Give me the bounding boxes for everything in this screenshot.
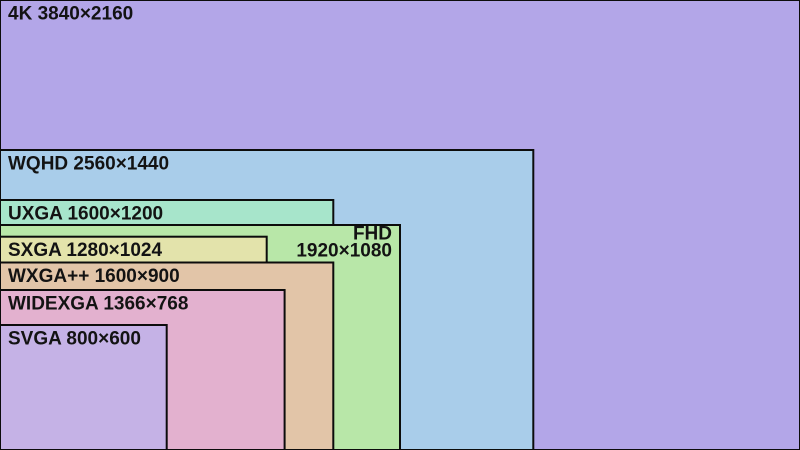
svg-text:1920×1080: 1920×1080 <box>296 240 392 261</box>
svg-text:WQHD 2560×1440: WQHD 2560×1440 <box>8 153 169 174</box>
svg-text:4K 3840×2160: 4K 3840×2160 <box>8 3 133 24</box>
svg-text:SXGA 1280×1024: SXGA 1280×1024 <box>8 240 162 261</box>
svg-text:SVGA 800×600: SVGA 800×600 <box>8 328 141 349</box>
svg-text:UXGA 1600×1200: UXGA 1600×1200 <box>8 203 163 224</box>
svg-text:WIDEXGA 1366×768: WIDEXGA 1366×768 <box>8 293 188 314</box>
svg-text:WXGA++ 1600×900: WXGA++ 1600×900 <box>8 266 180 287</box>
